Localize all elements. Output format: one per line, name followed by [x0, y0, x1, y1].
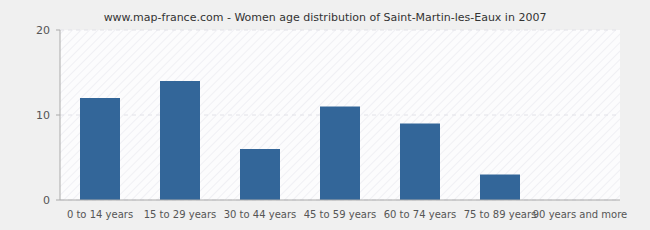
- x-tick-label: 30 to 44 years: [224, 209, 297, 220]
- plot-area: [60, 30, 620, 200]
- grid-line: [60, 200, 620, 201]
- bar: [160, 81, 200, 200]
- y-tick-label: 10: [36, 109, 50, 122]
- x-axis: [60, 200, 620, 201]
- y-tick-label: 20: [36, 24, 50, 37]
- x-tick-label: 45 to 59 years: [304, 209, 377, 220]
- bars: [80, 81, 520, 200]
- tick-mark: [56, 200, 60, 201]
- x-tick-label: 0 to 14 years: [67, 209, 133, 220]
- bar: [80, 98, 120, 200]
- bar: [240, 149, 280, 200]
- x-tick-label: 15 to 29 years: [144, 209, 217, 220]
- x-tick-label: 60 to 74 years: [384, 209, 457, 220]
- y-axis: [60, 30, 61, 200]
- tick-mark: [56, 30, 60, 31]
- x-tick-label: 75 to 89 years: [464, 209, 537, 220]
- bar: [320, 107, 360, 201]
- chart: www.map-france.com - Women age distribut…: [0, 0, 650, 230]
- tick-mark: [56, 115, 60, 116]
- x-tick-label: 90 years and more: [533, 209, 628, 220]
- y-tick-label: 0: [43, 194, 50, 207]
- background: [0, 0, 650, 230]
- bar: [400, 124, 440, 201]
- title: www.map-france.com - Women age distribut…: [104, 11, 547, 24]
- bar: [480, 175, 520, 201]
- plot-hatch: [60, 30, 620, 200]
- grid-line: [60, 30, 620, 31]
